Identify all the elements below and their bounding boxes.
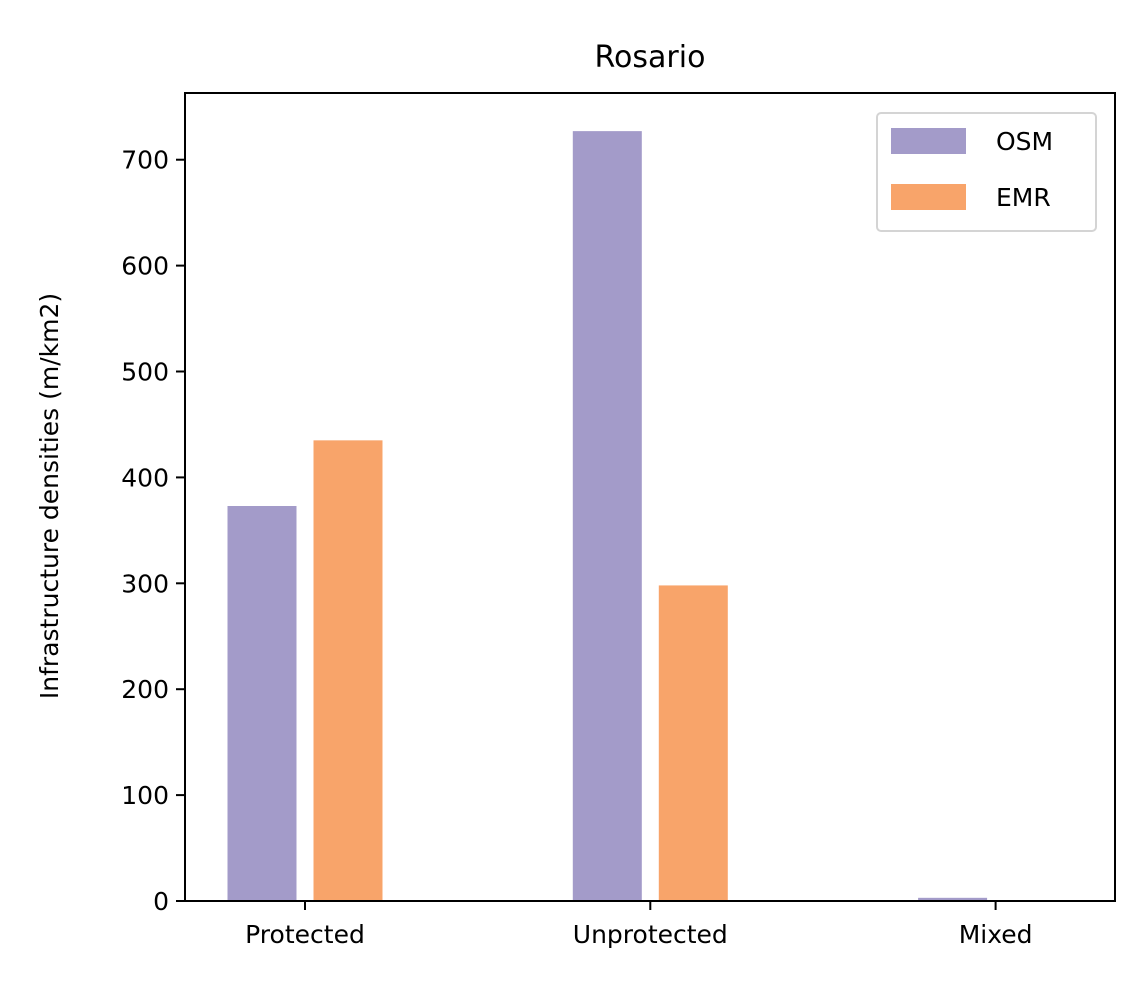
legend: OSM EMR — [876, 112, 1097, 232]
bars-group — [227, 131, 988, 902]
legend-swatch-emr — [891, 184, 966, 210]
y-tick-label: 300 — [121, 569, 169, 598]
bar-emr-unprotected — [658, 585, 728, 901]
y-tick-label: 400 — [121, 463, 169, 492]
x-tick-label-mixed: Mixed — [959, 920, 1033, 949]
y-tick-label: 500 — [121, 358, 169, 387]
y-tick-label: 600 — [121, 252, 169, 281]
x-axis-ticks: Protected Unprotected Mixed — [245, 901, 1032, 949]
y-tick-label: 0 — [153, 887, 169, 916]
legend-label-osm: OSM — [996, 127, 1053, 156]
y-axis-ticks: 0 100 200 300 400 500 600 700 — [121, 146, 185, 916]
x-tick-label-unprotected: Unprotected — [573, 920, 728, 949]
bar-osm-unprotected — [572, 131, 642, 902]
x-tick-label-protected: Protected — [245, 920, 365, 949]
y-axis-label: Infrastructure densities (m/km2) — [35, 293, 64, 699]
plot-frame — [184, 92, 1116, 902]
chart-title: Rosario — [595, 40, 706, 75]
y-tick-label: 700 — [121, 146, 169, 175]
legend-swatch-osm — [891, 128, 966, 154]
bar-osm-mixed — [918, 897, 988, 901]
bar-emr-protected — [313, 440, 383, 901]
legend-label-emr: EMR — [996, 183, 1051, 212]
y-tick-label: 100 — [121, 781, 169, 810]
bar-osm-protected — [227, 506, 297, 901]
y-tick-label: 200 — [121, 675, 169, 704]
